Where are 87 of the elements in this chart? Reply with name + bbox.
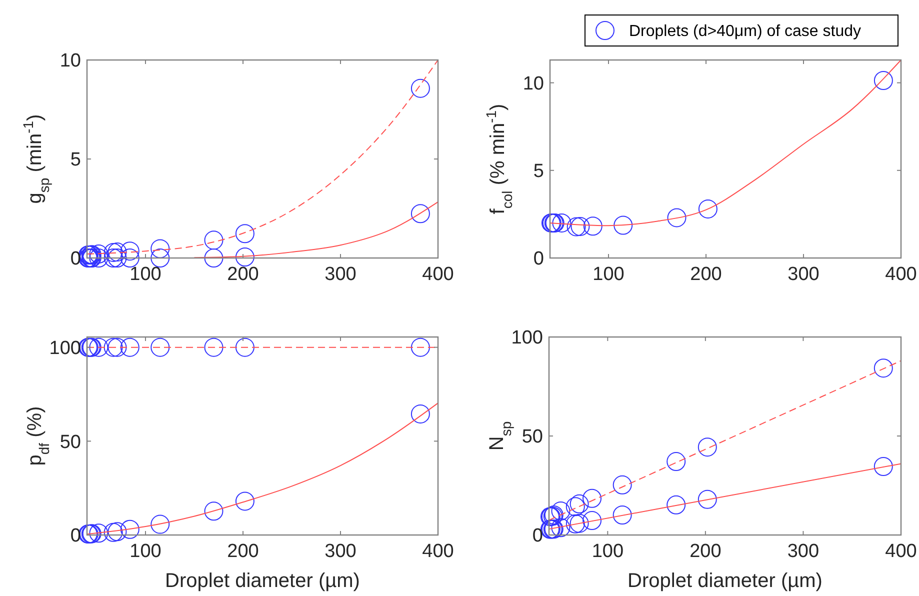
point xyxy=(566,217,586,236)
x-tick-label: 400 xyxy=(885,264,917,285)
y-tick-label: 100 xyxy=(511,328,543,349)
legend-label: Droplets (d>40μm) of case study xyxy=(629,23,861,40)
point xyxy=(150,248,170,268)
point xyxy=(614,216,633,235)
point xyxy=(89,244,108,264)
x-tick-label: 400 xyxy=(885,541,917,562)
y-tick-label: 0 xyxy=(70,248,81,270)
x-tick-label: 200 xyxy=(227,541,259,562)
x-axis-title: Droplet diameter (µm) xyxy=(628,570,822,592)
x-tick-label: 100 xyxy=(130,264,162,285)
point xyxy=(874,456,893,476)
point xyxy=(570,494,589,514)
point xyxy=(698,199,718,218)
x-tick-label: 100 xyxy=(592,264,624,285)
point xyxy=(667,208,686,228)
x-tick-label: 400 xyxy=(422,541,454,562)
x-tick-label: 200 xyxy=(690,541,722,562)
y-tick-label: 0 xyxy=(532,526,543,547)
y-tick-label: 10 xyxy=(522,73,544,94)
point xyxy=(104,242,123,262)
point xyxy=(120,248,140,268)
point xyxy=(666,452,686,472)
point xyxy=(583,216,602,236)
point xyxy=(582,511,602,530)
point xyxy=(410,338,430,357)
point xyxy=(235,492,254,511)
point xyxy=(235,248,254,267)
point xyxy=(552,213,572,232)
point xyxy=(570,216,590,236)
point xyxy=(551,502,570,521)
point xyxy=(104,522,123,542)
point xyxy=(120,338,140,357)
x-axis-title: Droplet diameter (µm) xyxy=(165,570,360,592)
point xyxy=(204,230,224,250)
point xyxy=(204,502,224,521)
point xyxy=(410,204,430,224)
point xyxy=(874,358,893,378)
point xyxy=(108,338,127,357)
x-tick-label: 200 xyxy=(227,264,259,285)
x-tick-label: 300 xyxy=(324,541,356,562)
x-tick-label: 200 xyxy=(690,264,722,285)
y-tick-label: 50 xyxy=(60,432,81,453)
x-tick-label: 400 xyxy=(422,264,454,285)
point xyxy=(108,248,127,268)
point xyxy=(150,338,170,357)
point xyxy=(204,248,224,268)
y-tick-label: 0 xyxy=(70,526,81,547)
point xyxy=(150,239,170,258)
point xyxy=(570,514,589,533)
point xyxy=(612,475,632,494)
point xyxy=(104,248,123,268)
point xyxy=(204,338,224,357)
y-tick-label: 5 xyxy=(70,150,81,171)
y-tick-label: 0 xyxy=(533,248,544,270)
point xyxy=(551,518,570,538)
point xyxy=(566,514,585,534)
point xyxy=(89,248,108,268)
point xyxy=(582,488,602,508)
point xyxy=(120,520,140,539)
point xyxy=(874,71,893,90)
point xyxy=(89,338,108,357)
point xyxy=(235,224,254,244)
point xyxy=(566,497,585,516)
point xyxy=(410,404,430,424)
point xyxy=(666,495,686,514)
y-tick-label: 100 xyxy=(49,338,81,359)
point xyxy=(104,338,123,357)
x-tick-label: 100 xyxy=(592,541,624,562)
point xyxy=(120,242,140,261)
x-tick-label: 300 xyxy=(324,264,356,285)
point xyxy=(108,522,127,542)
point xyxy=(235,338,254,357)
x-tick-label: 100 xyxy=(130,541,162,562)
point xyxy=(698,490,717,509)
y-tick-label: 10 xyxy=(60,50,81,72)
point xyxy=(89,524,108,543)
point xyxy=(410,78,430,98)
x-tick-label: 300 xyxy=(787,541,820,562)
point xyxy=(150,514,170,534)
y-tick-label: 50 xyxy=(522,426,543,448)
point xyxy=(108,242,127,262)
y-tick-label: 5 xyxy=(533,161,544,182)
point xyxy=(612,506,632,524)
point xyxy=(698,438,717,457)
x-tick-label: 300 xyxy=(788,264,820,285)
